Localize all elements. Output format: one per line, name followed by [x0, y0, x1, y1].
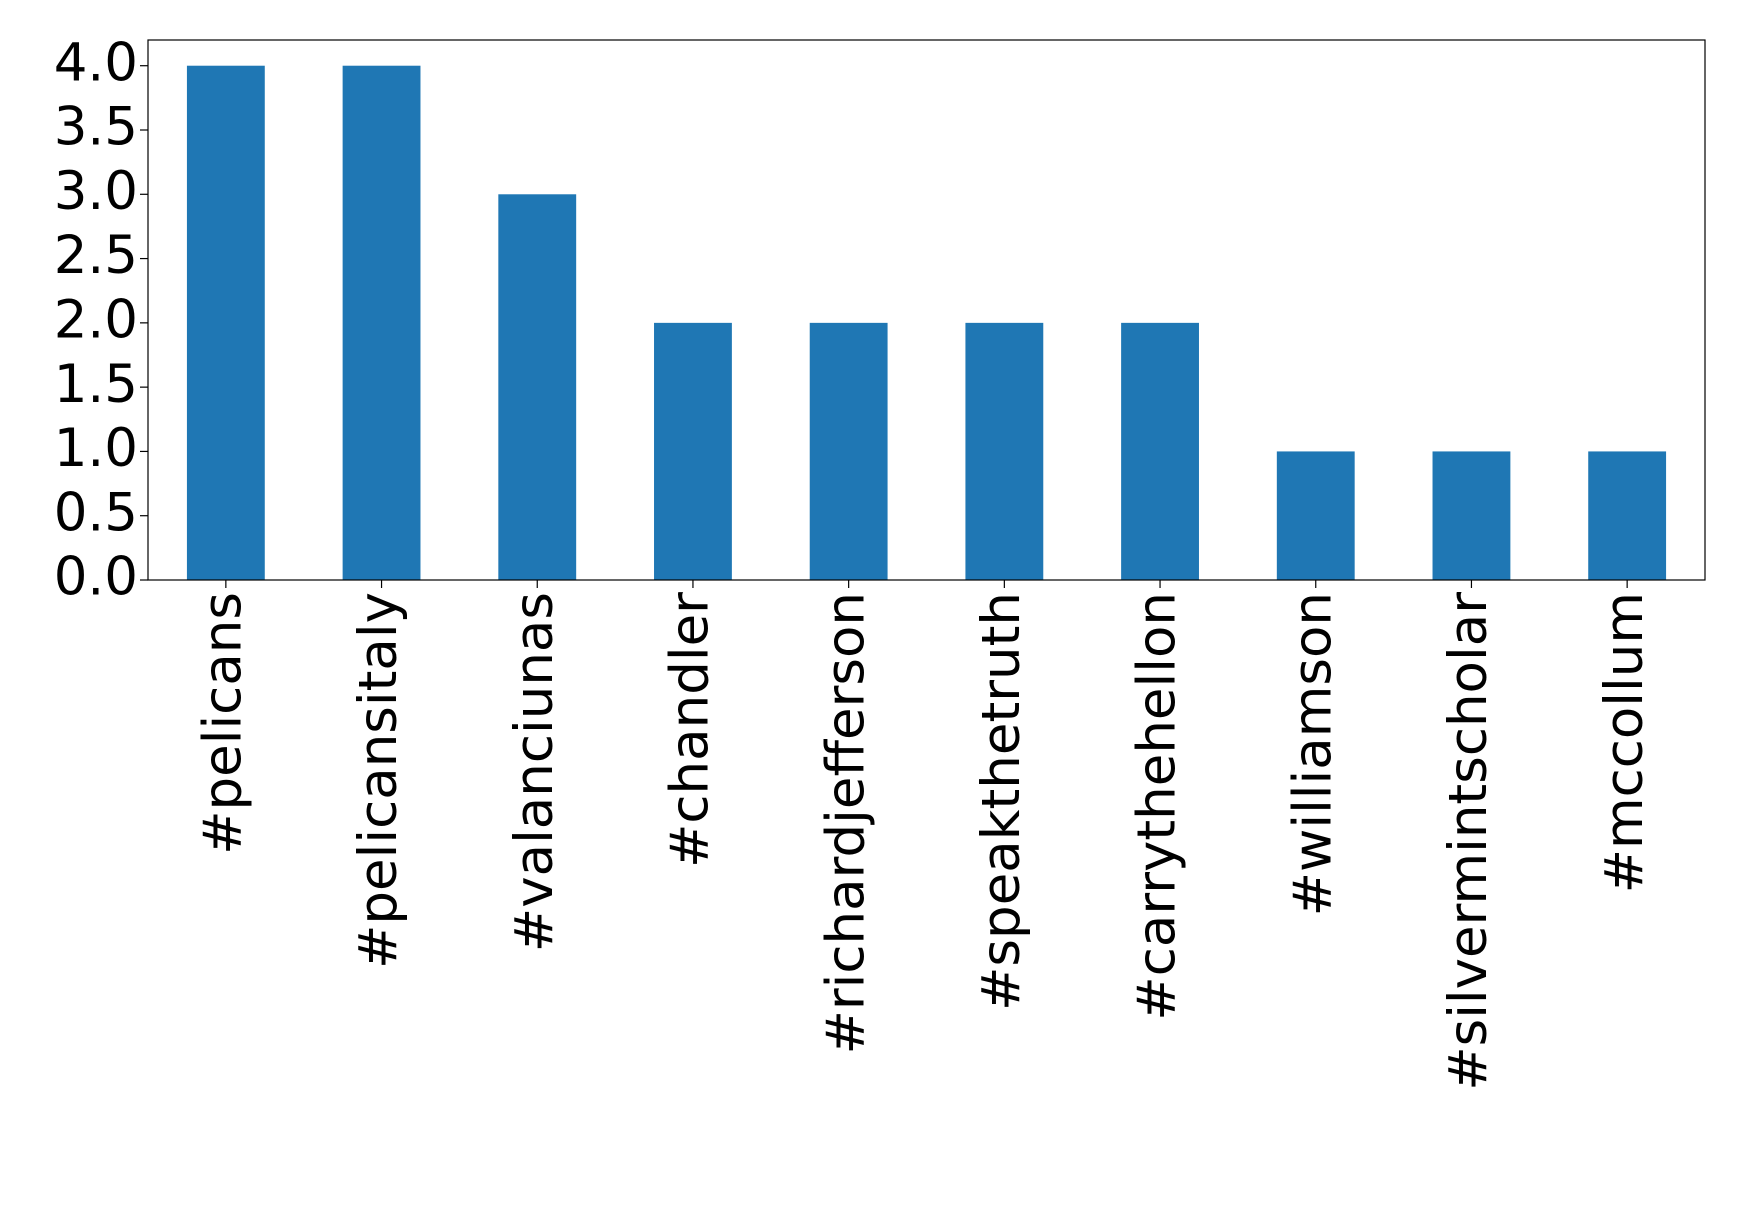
y-tick-label: 1.0 [54, 418, 138, 479]
bar [1588, 451, 1667, 580]
bar [1121, 322, 1199, 580]
x-tick-label: #pelicans [192, 592, 253, 855]
y-tick-label: 3.0 [54, 161, 138, 222]
bar [654, 322, 732, 580]
y-tick-label: 2.5 [54, 225, 138, 286]
y-tick-label: 4.0 [54, 32, 138, 93]
y-tick-label: 1.5 [54, 354, 138, 415]
bar [965, 322, 1044, 580]
y-tick-label: 2.0 [54, 289, 138, 350]
y-tick-label: 0.5 [54, 482, 138, 543]
x-tick-label: #chandler [660, 592, 721, 868]
x-tick-label: #silvermintscholar [1438, 592, 1499, 1091]
y-tick-label: 3.5 [54, 97, 138, 158]
x-tick-label: #richardjefferson [815, 592, 876, 1055]
bar [1276, 451, 1355, 580]
x-tick-label: #valanciunas [504, 592, 565, 952]
bar [809, 322, 888, 580]
x-tick-label: #pelicansitaly [348, 592, 409, 969]
bar [186, 65, 265, 580]
y-tick-label: 0.0 [54, 547, 138, 608]
x-tick-label: #carrythehellon [1127, 592, 1188, 1021]
x-tick-label: #mccollum [1594, 592, 1655, 893]
x-tick-label: #speakthetruth [971, 592, 1032, 1011]
bar [342, 65, 421, 580]
plot-frame [147, 39, 1706, 581]
x-tick-label: #williamson [1282, 592, 1343, 916]
bar [1432, 451, 1511, 580]
bar [498, 194, 577, 581]
